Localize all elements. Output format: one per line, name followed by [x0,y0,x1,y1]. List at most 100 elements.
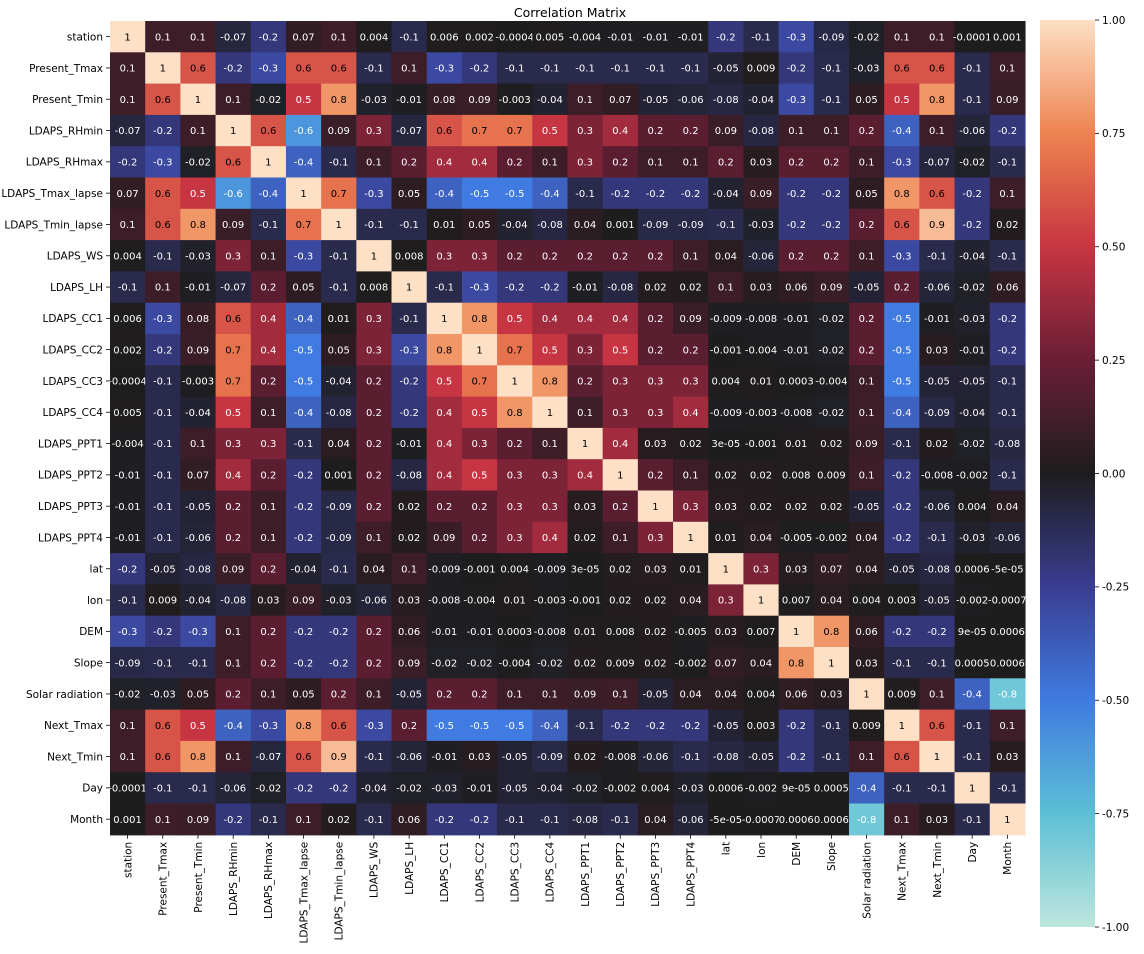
cell-value-label: 0.005 [113,408,142,419]
heatmap-cell [461,271,498,304]
cell-value-label: 0.02 [820,439,842,450]
heatmap-cell [180,647,217,679]
cell-value-label: 0.2 [718,157,734,168]
cell-value-label: 0.1 [859,408,875,419]
cell-value-label: -0.2 [892,502,912,513]
cell-value-label: 0.0005 [955,658,990,669]
cell-value-label: 0.09 [855,439,877,450]
heatmap-cell [250,709,287,742]
heatmap-cell [919,208,956,241]
cell-value-label: -0.03 [431,783,457,794]
cell-value-label: 0.5 [190,721,206,732]
heatmap-cell [567,177,604,210]
heatmap-cell [461,490,498,523]
heatmap-cell [250,740,287,773]
heatmap-cell [848,271,885,304]
heatmap-cell [708,615,745,648]
cell-value-label: 0.1 [366,533,382,544]
cell-value-label: 0.01 [328,314,350,325]
heatmap-cell [321,615,357,648]
heatmap-cell [426,302,463,335]
heatmap-cell [848,146,885,179]
heatmap-cell [321,114,357,147]
cell-value-label: 0.4 [577,314,593,325]
heatmap-cell [567,521,604,554]
cell-value-label: -0.01 [396,95,422,106]
heatmap-cell [637,647,674,679]
cell-value-label: 0.6 [155,189,171,200]
heatmap-cell [602,146,639,179]
cell-value-label: -0.1 [364,64,384,75]
heatmap-cell [813,490,850,523]
cell-value-label: -0.1 [822,752,842,763]
heatmap-cell [919,21,956,53]
heatmap-cell [321,772,357,805]
heatmap-cell [778,146,815,179]
cell-value-label: 0.03 [926,815,948,826]
heatmap-cell [180,427,217,460]
y-tick-label: LDAPS_CC1 [42,313,103,325]
cell-value-label: -0.02 [255,95,281,106]
cell-value-label: 0.0006 [990,627,1025,638]
heatmap-cell [321,427,357,460]
heatmap-cell [813,83,850,116]
cell-value-label: 0.04 [328,439,350,450]
heatmap-cell [426,615,463,648]
heatmap-cell [110,427,146,460]
heatmap-cell [848,490,885,523]
heatmap-cell [145,490,181,523]
heatmap-cell [285,678,322,711]
heatmap-cell [637,302,674,335]
heatmap-cell [989,396,1026,429]
cell-value-label: 0.02 [609,564,631,575]
cell-value-label: -0.4 [540,189,560,200]
cell-value-label: -0.003 [182,377,214,388]
heatmap-cell [461,615,498,648]
heatmap-cell [250,803,287,836]
heatmap-cell [285,21,322,53]
cell-value-label: 0.3 [225,439,241,450]
heatmap-cell [110,647,146,679]
heatmap-cell [285,240,322,272]
heatmap-cell [391,553,428,585]
cell-value-label: -0.06 [361,596,387,607]
cell-value-label: 0.0003 [779,377,814,388]
cell-value-label: -0.4 [892,408,912,419]
heatmap-cell [602,302,639,335]
cell-value-label: -0.2 [610,721,630,732]
heatmap-cell [215,615,252,648]
cell-value-label: -0.002 [745,783,777,794]
heatmap-cell [285,334,322,366]
cell-value-label: 0.03 [996,752,1018,763]
cell-value-label: 0.09 [292,596,314,607]
heatmap-cell [110,52,146,85]
heatmap-cell [391,240,428,272]
cell-value-label: -0.1 [751,32,771,43]
cell-value-label: -0.004 [463,596,495,607]
heatmap-cell [602,521,639,554]
cell-value-label: 0.2 [683,126,699,137]
heatmap-cell [356,21,393,53]
cell-value-label: 0.0006 [708,783,743,794]
heatmap-cell [567,553,604,585]
heatmap-cell [637,365,674,398]
heatmap-cell [145,740,181,773]
heatmap-cell [215,521,252,554]
cell-value-label: 0.009 [852,721,881,732]
cell-value-label: -0.009 [428,564,460,575]
cell-value-label: 0.2 [823,251,839,262]
heatmap-cell [356,803,393,836]
heatmap-cell [391,146,428,179]
heatmap-cell [778,208,815,241]
heatmap-cell [250,21,287,53]
cell-value-label: 0.2 [225,502,241,513]
cell-value-label: 0.5 [190,189,206,200]
heatmap-cell [356,52,393,85]
heatmap-cell [848,803,885,836]
heatmap-cell [919,52,956,85]
cell-value-label: -0.01 [678,32,704,43]
heatmap-cell [989,553,1026,585]
heatmap-cell [215,177,252,210]
heatmap-cell [708,365,745,398]
cell-value-label: -0.2 [962,220,982,231]
